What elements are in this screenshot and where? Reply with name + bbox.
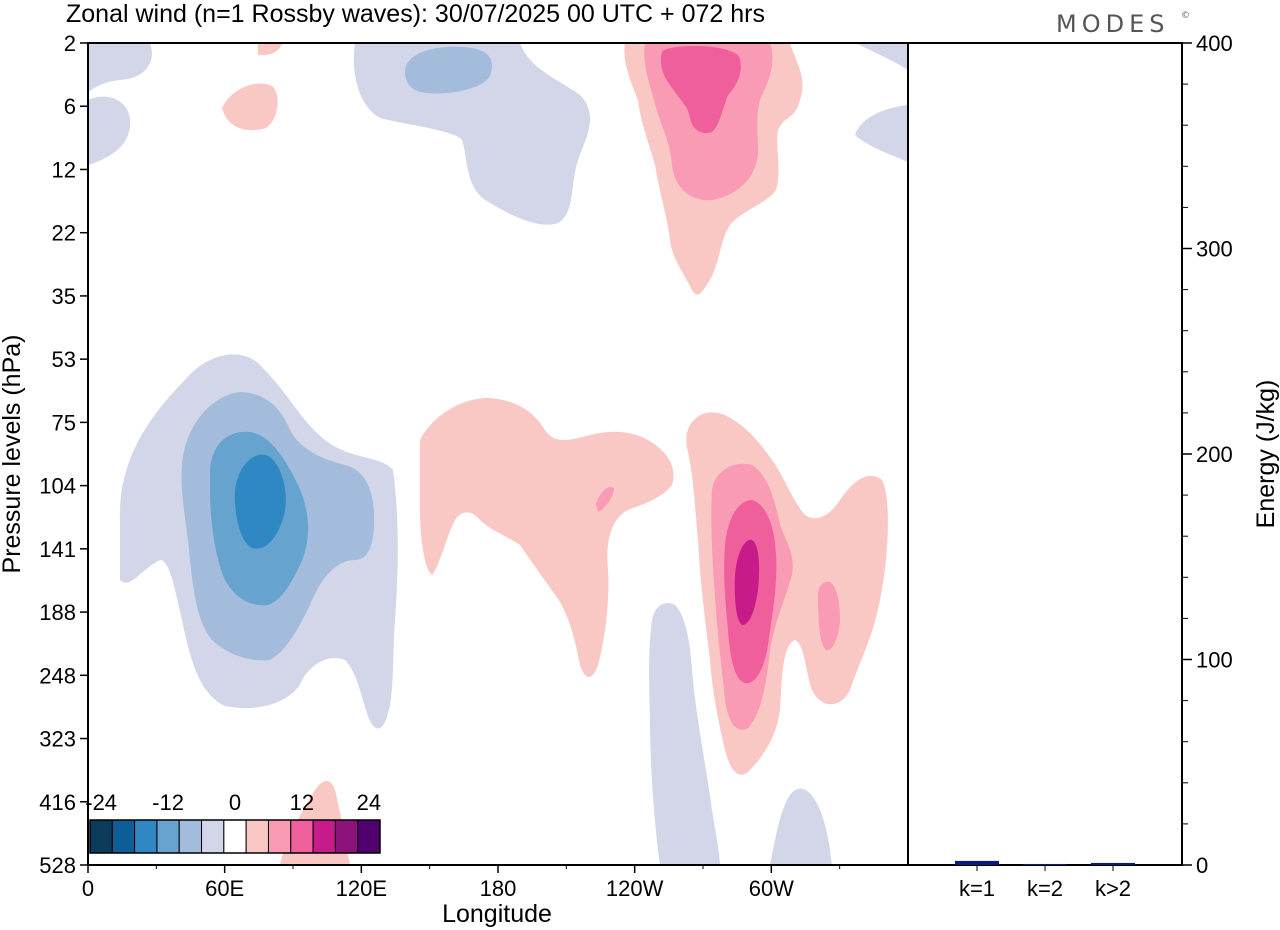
colorbar-swatch xyxy=(134,819,158,854)
y-tick-label: 35 xyxy=(52,284,76,309)
y-axis-label: Pressure levels (hPa) xyxy=(0,335,26,574)
contour-neg8-strat xyxy=(405,46,493,94)
energy-tick-label: 400 xyxy=(1196,31,1233,56)
y-tick-label: 416 xyxy=(39,790,76,815)
x-tick-label: 120W xyxy=(606,876,664,901)
energy-tick-label: 200 xyxy=(1196,442,1233,467)
energy-bar xyxy=(1023,863,1067,865)
energy-axis: 0 100 200 300 400 xyxy=(1182,31,1233,878)
x-tick-label: 60E xyxy=(205,876,244,901)
colorbar-swatch xyxy=(156,819,180,854)
contour-pos12-strat-100w xyxy=(660,46,741,134)
colorbar-swatch xyxy=(223,819,247,854)
colorbar: -24 -12 0 12 24 xyxy=(85,790,381,854)
colorbar-swatch xyxy=(334,819,359,854)
energy-axis-label: Energy (J/kg) xyxy=(1252,380,1280,529)
contour-neg-strat-west-lower xyxy=(88,96,131,165)
contour-neg-strat-east-lower xyxy=(855,105,908,162)
y-tick-label: 528 xyxy=(39,853,76,878)
energy-category-label: k=2 xyxy=(1027,876,1063,901)
contour-pos8-trop-pacific xyxy=(596,486,614,512)
colorbar-swatch xyxy=(357,819,381,854)
x-tick-label: 0 xyxy=(82,876,94,901)
y-axis: 2 6 12 22 35 53 75 104 141 188 248 323 416 528 xyxy=(39,31,88,878)
colorbar-swatch xyxy=(111,819,136,854)
colorbar-swatch xyxy=(201,819,225,854)
energy-category-label: k>2 xyxy=(1095,876,1131,901)
chart-title: Zonal wind (n=1 Rossby waves): 30/07/202… xyxy=(66,0,765,28)
x-axis: 0 60E 120E 180 120W 60W xyxy=(82,865,841,901)
x-axis-label: Longitude xyxy=(442,900,552,928)
contour-field xyxy=(88,43,908,865)
energy-tick-label: 0 xyxy=(1196,853,1208,878)
y-tick-label: 12 xyxy=(52,157,76,182)
contour-pos16-trop-atlantic xyxy=(734,539,760,625)
energy-bar xyxy=(1091,862,1135,865)
contour-pos4-trop-pacific xyxy=(420,398,674,678)
colorbar-swatch xyxy=(267,819,292,854)
energy-tick-label: 100 xyxy=(1196,648,1233,673)
y-tick-label: 53 xyxy=(52,347,76,372)
y-tick-label: 104 xyxy=(39,474,76,499)
energy-bars: k=1 k=2 k>2 xyxy=(955,860,1135,901)
y-tick-label: 188 xyxy=(39,600,76,625)
contour-neg-strat-west xyxy=(88,43,152,92)
energy-category-label: k=1 xyxy=(959,876,995,901)
colorbar-tick-label: 12 xyxy=(290,790,314,815)
colorbar-tick-label: -24 xyxy=(85,790,117,815)
colorbar-frame xyxy=(89,819,381,854)
energy-bar xyxy=(955,860,999,865)
contour-pos-strat-tiny xyxy=(258,43,282,56)
y-tick-label: 248 xyxy=(39,663,76,688)
energy-plot-frame xyxy=(907,42,1183,866)
y-tick-label: 75 xyxy=(52,410,76,435)
x-tick-label: 120E xyxy=(336,876,387,901)
y-tick-label: 2 xyxy=(64,31,76,56)
colorbar-swatch xyxy=(178,819,203,854)
contour-neg16-trop-west xyxy=(234,454,286,549)
colorbar-swatch xyxy=(89,819,113,854)
colorbar-tick-label: -12 xyxy=(152,790,184,815)
x-tick-label: 60W xyxy=(749,876,794,901)
colorbar-tick-label: 24 xyxy=(357,790,381,815)
contour-pos-strat-small xyxy=(222,83,278,131)
contour-pos8-trop-small xyxy=(818,581,840,651)
colorbar-tick-label: 0 xyxy=(229,790,241,815)
y-tick-label: 22 xyxy=(52,221,76,246)
x-tick-label: 180 xyxy=(480,876,517,901)
y-tick-label: 323 xyxy=(39,727,76,752)
y-tick-label: 141 xyxy=(39,537,76,562)
contour-neg-strat-east xyxy=(855,43,908,70)
colorbar-swatch xyxy=(245,819,269,854)
contour-neg4-lower-a xyxy=(649,603,720,865)
logo-mark: © xyxy=(1181,11,1190,21)
y-tick-label: 6 xyxy=(64,94,76,119)
modes-logo: MODES xyxy=(1056,10,1169,38)
energy-tick-label: 300 xyxy=(1196,237,1233,262)
colorbar-swatch xyxy=(312,819,336,854)
contour-neg4-lower-b xyxy=(770,788,832,865)
colorbar-swatch xyxy=(290,819,314,854)
